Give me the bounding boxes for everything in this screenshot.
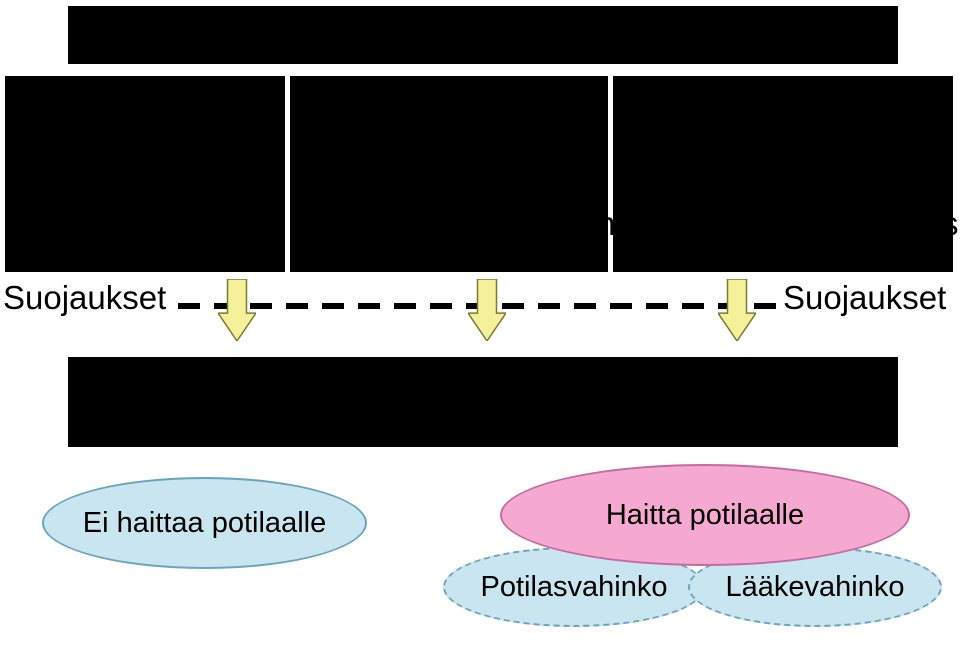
ellipse-ei-haittaa-label: Ei haittaa potilaalle [83, 507, 326, 540]
arrow-2 [468, 279, 506, 341]
lower-bar [68, 357, 898, 447]
top-bar [68, 6, 898, 64]
ellipse-haitta: Haitta potilaalle [500, 464, 910, 566]
mid-box-right [613, 76, 953, 272]
label-suojaukset-right: Suojaukset [783, 279, 946, 317]
ellipse-laakevahinko-label: Lääkevahinko [726, 571, 905, 604]
ellipse-potilasvahinko-label: Potilasvahinko [481, 571, 668, 604]
overflow-char-s: s [942, 205, 959, 243]
mid-box-center [290, 76, 608, 272]
ellipse-ei-haittaa: Ei haittaa potilaalle [42, 477, 367, 569]
arrow-1 [218, 279, 256, 341]
mid-box-left [5, 76, 285, 272]
ellipse-haitta-label: Haitta potilaalle [606, 499, 804, 532]
overflow-char-m: m [598, 205, 626, 243]
arrow-3 [718, 279, 756, 341]
diagram-root: { "colors": { "black": "#000000", "white… [0, 0, 960, 653]
label-suojaukset-left: Suojaukset [3, 279, 166, 317]
